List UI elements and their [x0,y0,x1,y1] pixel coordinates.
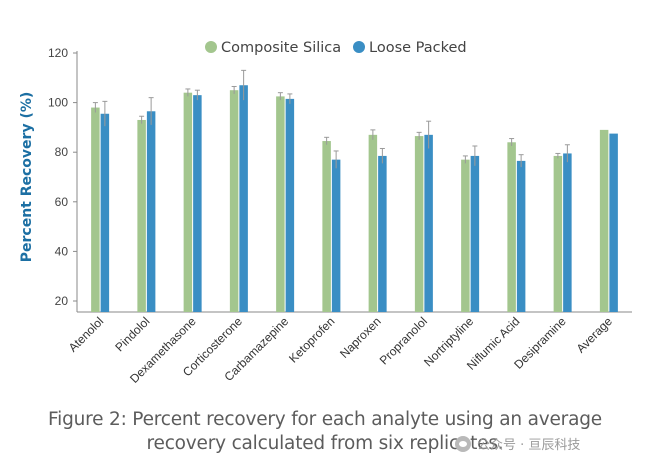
bar-loose-packed [609,133,618,312]
x-tick-label: Naproxen [337,314,384,361]
x-tick-label: Atenolol [66,314,107,355]
y-tick-label: 100 [48,96,68,110]
bar-composite-silica [599,129,609,312]
wechat-icon [455,435,471,452]
bar-composite-silica [91,107,100,312]
y-axis-title: Percent Recovery (%) [19,92,35,263]
x-tick-label: Average [574,314,616,356]
chart-area: 20 40 60 80 100 120 Percent Recovery (%) Atenol… [19,40,632,386]
bar-composite-silica [322,141,331,312]
recovery-bar-chart: 20 40 60 80 100 120 Percent Recovery (%) Atenol… [19,40,632,386]
x-tick-label: Pindolol [112,314,152,354]
bar-loose-packed [146,111,156,312]
bar-loose-packed [470,155,480,312]
bar-composite-silica [414,136,424,312]
legend-label-composite-silica: Composite Silica [221,40,341,56]
caption-line-2: recovery calculated from six replicates. [146,433,504,454]
x-tick-label: Ketoprofen [286,314,337,365]
bar-composite-silica [461,159,470,312]
watermark-text: 公众号 · 亘辰科技 [477,438,581,453]
bar-loose-packed [285,98,295,312]
watermark: 公众号 · 亘辰科技 [455,434,580,453]
bar-loose-packed [378,155,387,312]
caption-line-1: Figure 2: Percent recovery for each anal… [48,409,602,430]
bar-composite-silica [229,90,239,312]
bar-composite-silica [137,119,146,313]
bar-composite-silica [553,155,563,312]
figure-caption: Figure 2: Percent recovery for each anal… [0,408,650,456]
legend-marker-loose-packed [353,41,365,53]
y-tick-label: 60 [55,195,69,209]
bar-loose-packed [424,134,433,312]
legend-marker-composite-silica [205,41,217,53]
bar-loose-packed [516,160,526,312]
y-tick-label: 20 [55,294,69,308]
bar-composite-silica [368,134,378,312]
bar-loose-packed [331,159,341,312]
bar-loose-packed [193,95,202,312]
y-tick-label: 40 [55,244,69,258]
bar-composite-silica [183,92,193,313]
bar-loose-packed [100,113,110,312]
bar-loose-packed [563,153,572,312]
y-tick-label: 120 [48,46,68,60]
legend-label-loose-packed: Loose Packed [369,40,467,56]
bar-loose-packed [239,85,248,313]
bar-composite-silica [276,96,285,313]
y-tick-label: 80 [55,145,69,159]
bar-composite-silica [507,142,516,312]
